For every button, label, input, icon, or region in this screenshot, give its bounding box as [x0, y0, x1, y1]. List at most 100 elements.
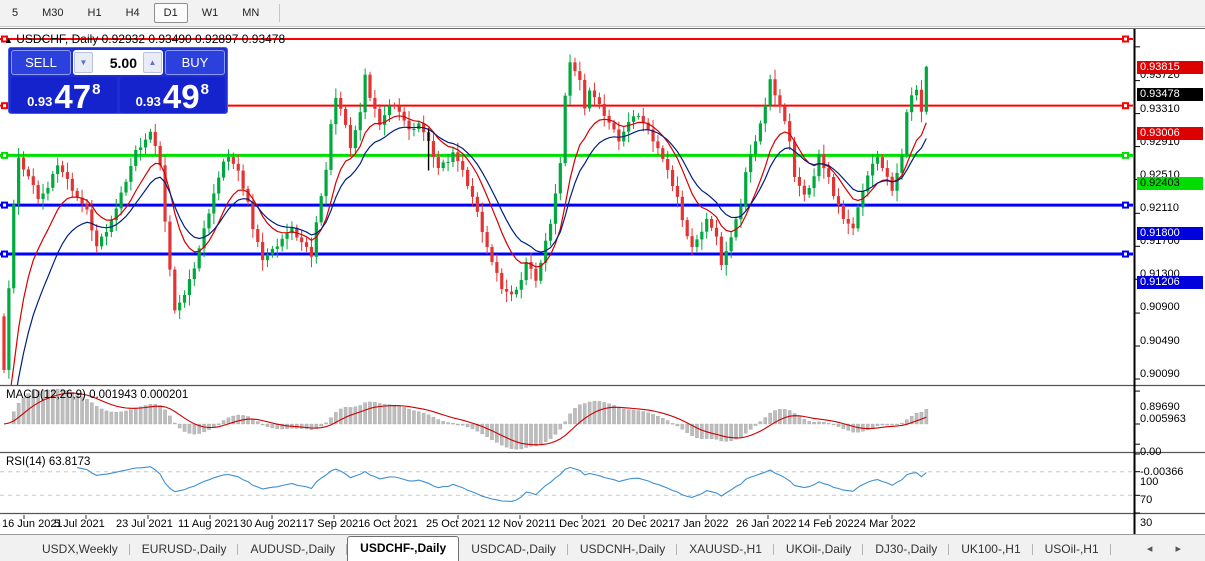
buy-button[interactable]: BUY — [165, 50, 225, 75]
date-label: 12 Nov 2021 — [488, 518, 551, 530]
candle — [226, 157, 231, 162]
macd-bar — [812, 422, 816, 425]
candle — [666, 159, 670, 170]
lot-decrease-button[interactable]: ▼ — [74, 52, 93, 73]
macd-bar — [792, 413, 797, 425]
candle — [612, 122, 616, 130]
symbol-tab-dj30[interactable]: DJ30-,Daily — [863, 538, 950, 561]
macd-bar — [246, 416, 250, 425]
macd-bar — [456, 423, 460, 426]
symbol-tab-ukoil[interactable]: UKOil-,Daily — [774, 538, 864, 561]
candle — [583, 79, 587, 109]
price-chart-canvas[interactable] — [0, 29, 1205, 534]
macd-bar — [485, 423, 489, 437]
candle — [875, 157, 880, 164]
macd-bar — [558, 423, 563, 430]
candle — [827, 168, 831, 177]
macd-bar — [680, 423, 685, 430]
macd-bar — [914, 413, 919, 425]
symbol-tab-xauusd[interactable]: XAUUSD-,H1 — [677, 538, 774, 561]
date-label: 20 Dec 2021 — [612, 518, 675, 530]
macd-bar — [446, 422, 450, 425]
macd-bar — [280, 423, 284, 430]
chart-ohlc-values: 0.92932 0.93490 0.92897 0.93478 — [101, 32, 286, 46]
candle — [675, 185, 680, 197]
macd-bar — [397, 405, 402, 425]
macd-bar — [417, 411, 421, 425]
candle — [275, 246, 279, 249]
date-label: 30 Aug 2021 — [240, 518, 302, 530]
symbol-tab-usdx[interactable]: USDX,Weekly — [30, 538, 130, 561]
buy-price-display[interactable]: 0.93 49 8 — [119, 77, 225, 113]
candle — [895, 172, 899, 191]
candle — [178, 302, 182, 311]
price-tick: 0.90900 — [1140, 301, 1180, 314]
candle — [212, 193, 216, 214]
macd-bar — [529, 423, 533, 447]
timeframe-button-m30[interactable]: M30 — [42, 7, 64, 19]
candle — [26, 169, 30, 177]
candle — [568, 62, 572, 96]
macd-bar — [382, 404, 387, 425]
candle — [168, 221, 172, 270]
date-label: 25 Oct 2021 — [426, 518, 486, 530]
candle — [41, 193, 45, 200]
macd-bar — [182, 423, 187, 432]
macd-bar — [377, 403, 382, 425]
toolbar-divider — [279, 4, 281, 22]
candle — [558, 163, 562, 194]
candle — [153, 131, 157, 146]
timeframe-button-mn[interactable]: MN — [242, 7, 260, 19]
macd-bar — [143, 405, 148, 425]
candle — [661, 148, 665, 160]
timeframe-button-d1[interactable]: D1 — [153, 3, 188, 23]
macd-bar — [221, 420, 226, 425]
symbol-tab-usdcad[interactable]: USDCAD-,Daily — [459, 538, 568, 561]
sell-price-display[interactable]: 0.93 47 8 — [11, 77, 117, 113]
timeframe-button-h1[interactable]: H1 — [87, 7, 102, 19]
macd-group — [3, 388, 929, 450]
candle — [851, 223, 855, 229]
candle — [12, 204, 16, 289]
candle — [524, 262, 528, 281]
candle — [910, 95, 914, 113]
symbol-tab-uk100[interactable]: UK100-,H1 — [949, 538, 1034, 561]
candle — [441, 162, 445, 168]
macd-tick: -0.00366 — [1140, 466, 1184, 479]
candle — [217, 177, 221, 194]
candle — [792, 141, 797, 177]
macd-tick: 0.00 — [1140, 446, 1162, 458]
macd-bar — [324, 422, 328, 425]
symbol-tab-audusd[interactable]: AUDUSD-,Daily — [238, 538, 347, 561]
lot-increase-button[interactable]: ▲ — [143, 52, 162, 73]
moving-average — [10, 115, 927, 385]
macd-bar — [299, 423, 304, 429]
symbol-tab-usdchf[interactable]: USDCHF-,Daily — [347, 536, 460, 561]
macd-bar — [524, 423, 528, 448]
price-badge: 0.93815 — [1137, 60, 1203, 74]
tab-scroll-arrows[interactable]: ◂ ▸ — [1146, 542, 1191, 555]
timeframe-button-h4[interactable]: H4 — [125, 7, 140, 19]
candle — [207, 213, 211, 229]
macd-bar — [70, 392, 75, 425]
candle — [236, 163, 240, 171]
macd-bar — [436, 419, 441, 425]
timeframe-button-5[interactable]: 5 — [12, 7, 19, 19]
candles-group — [2, 54, 928, 379]
macd-bar — [787, 410, 792, 425]
symbol-tab-eurusd[interactable]: EURUSD-,Daily — [130, 538, 239, 561]
rsi-tick: 100 — [1140, 476, 1159, 488]
candle — [31, 176, 35, 186]
timeframe-button-w1[interactable]: W1 — [201, 7, 219, 19]
symbol-tab-usdcnh[interactable]: USDCNH-,Daily — [568, 538, 678, 561]
lot-size-value[interactable]: 5.00 — [109, 54, 137, 71]
macd-bar — [80, 396, 84, 425]
candle — [646, 122, 650, 130]
sell-button[interactable]: SELL — [11, 50, 71, 75]
macd-bar — [431, 416, 436, 425]
candle — [319, 196, 323, 223]
candle — [856, 207, 860, 229]
symbol-tab-usoil[interactable]: USOil-,H1 — [1033, 538, 1111, 561]
macd-bar — [880, 423, 885, 426]
macd-bar — [465, 423, 470, 428]
